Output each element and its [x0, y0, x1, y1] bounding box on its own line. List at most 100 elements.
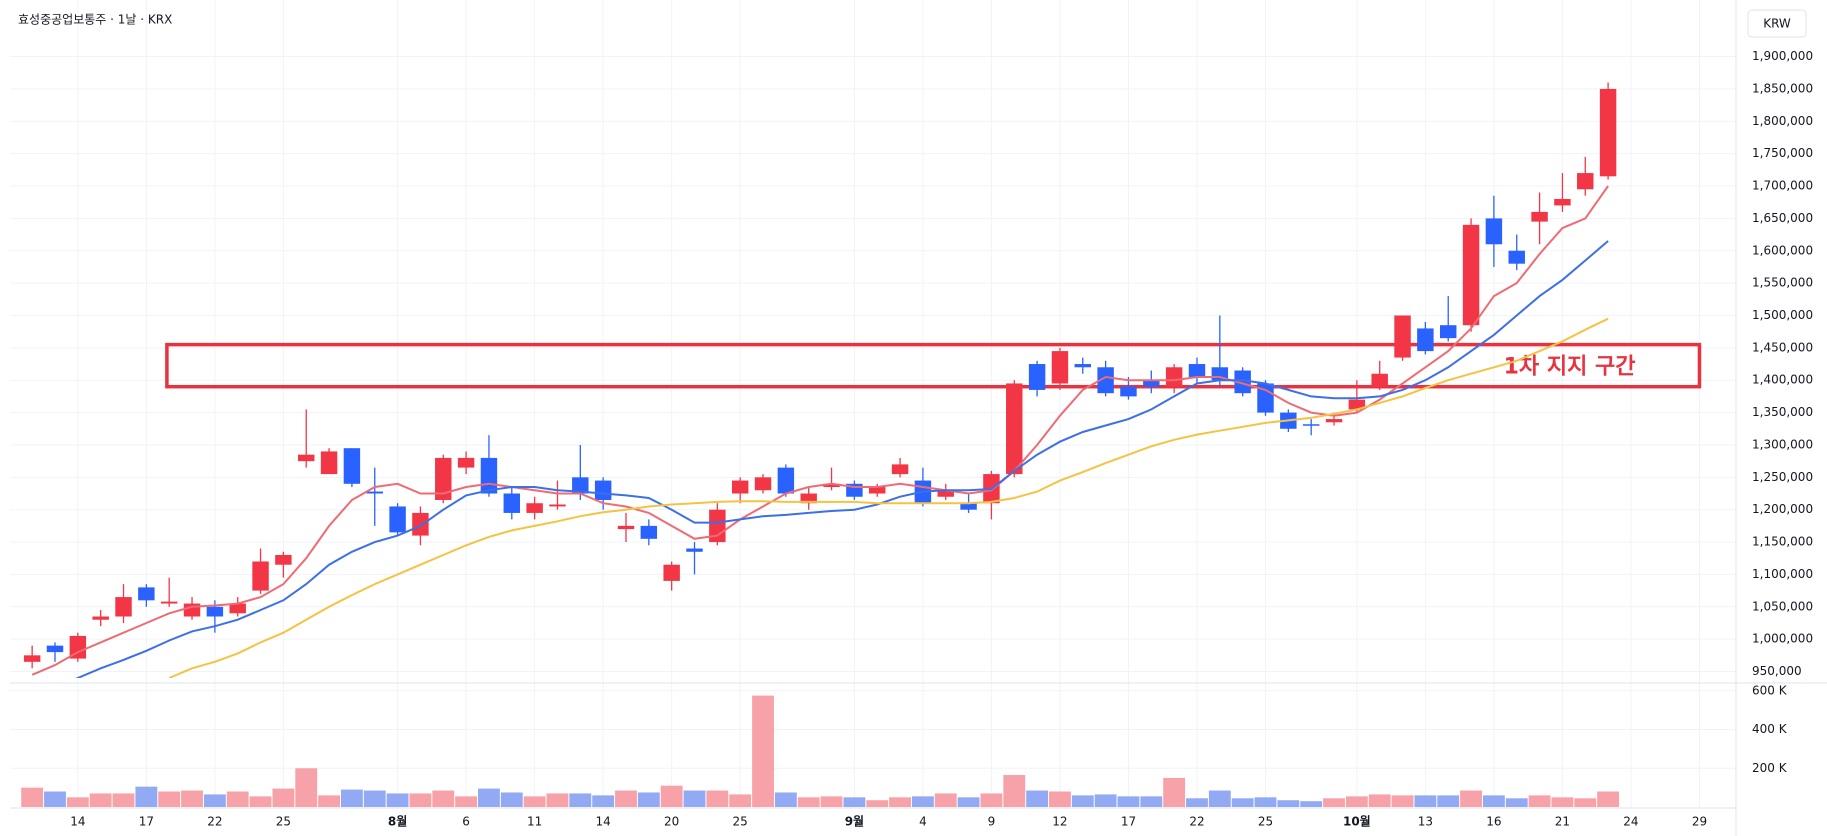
candle-body — [869, 487, 886, 494]
candle-body — [1143, 380, 1160, 387]
x-tick-label: 8월 — [388, 814, 407, 829]
volume-bar — [774, 792, 797, 807]
y-tick-label: 200 K — [1752, 761, 1788, 775]
axes: 950,000 1,000,000 1,050,000 1,100,000 1,150,… — [70, 49, 1813, 828]
y-tick-label: 1,200,000 — [1752, 502, 1813, 516]
y-tick-label: 1,850,000 — [1752, 81, 1813, 95]
candle-body — [366, 491, 383, 494]
candle-body — [435, 457, 452, 500]
volume-bar — [500, 792, 523, 807]
candle-body — [1462, 224, 1480, 326]
x-tick-label: 10월 — [1343, 814, 1371, 829]
candle-body — [1417, 328, 1434, 352]
volume-bar — [546, 793, 569, 807]
volume-bar — [911, 796, 934, 807]
volume-bar — [1528, 795, 1551, 807]
candle-body — [594, 480, 612, 500]
volume-bar — [1505, 798, 1528, 807]
volume-bar — [1482, 795, 1505, 807]
x-tick-label: 20 — [664, 815, 679, 829]
x-tick-label: 14 — [70, 815, 85, 829]
y-tick-label: 1,350,000 — [1752, 405, 1813, 419]
candle-body — [1188, 364, 1206, 377]
candle-body — [731, 480, 749, 494]
price-pane: 1차 지지 구간 — [23, 82, 1702, 678]
volume-bar — [683, 790, 706, 807]
candle-body — [389, 506, 406, 533]
volume-bar — [523, 796, 546, 807]
volume-bar — [706, 790, 729, 807]
volume-bar — [1437, 795, 1460, 807]
candle-body — [800, 493, 817, 504]
candle-body — [937, 490, 954, 497]
volume-bar — [980, 793, 1003, 807]
candle-body — [320, 451, 338, 475]
volume-bar — [752, 695, 774, 807]
x-tick-label: 4 — [919, 815, 927, 829]
candle-body — [457, 457, 475, 468]
y-tick-label: 1,450,000 — [1752, 340, 1813, 354]
moving-average — [168, 317, 1609, 678]
candle-body — [1554, 198, 1571, 206]
volume-bar — [1208, 790, 1231, 807]
candle-body — [1325, 419, 1343, 423]
volume-bar — [1003, 775, 1026, 807]
candle-body — [1051, 351, 1069, 384]
chart-title: 효성중공업보통주 · 1날 · KRX — [18, 13, 172, 27]
candle-body — [1531, 211, 1548, 222]
volume-bar — [1300, 801, 1323, 807]
candle-body — [343, 448, 361, 484]
volume-bar — [1551, 797, 1574, 807]
volume-bar — [1231, 798, 1254, 807]
volume-bar — [44, 791, 66, 807]
volume-bar — [569, 793, 592, 807]
x-tick-label: 29 — [1692, 815, 1707, 829]
volume-bar — [272, 788, 295, 807]
candle-body — [206, 606, 224, 617]
volume-bar — [957, 797, 980, 807]
currency-label[interactable]: KRW — [1763, 17, 1791, 31]
volume-bar — [203, 794, 226, 807]
candle-body — [617, 525, 635, 530]
volume-bar — [1071, 795, 1094, 807]
candle-body — [1165, 367, 1183, 387]
volume-bar — [89, 793, 112, 807]
y-tick-label: 1,600,000 — [1752, 243, 1813, 257]
candle-body — [252, 561, 269, 591]
volume-bar — [637, 792, 660, 807]
currency-button[interactable] — [1747, 9, 1807, 38]
x-tick-label: 9월 — [845, 814, 864, 829]
x-tick-label: 17 — [139, 815, 154, 829]
y-tick-label: 1,150,000 — [1752, 535, 1813, 549]
annotation-label: 1차 지지 구간 — [1504, 355, 1636, 380]
volume-bar — [866, 800, 889, 807]
volume-bar — [820, 796, 843, 807]
x-tick-label: 16 — [1486, 815, 1501, 829]
candle-body — [1302, 424, 1320, 426]
candle-body — [46, 645, 64, 653]
x-tick-label: 6 — [462, 815, 470, 829]
y-tick-label: 1,400,000 — [1752, 373, 1813, 387]
volume-bar — [386, 793, 409, 807]
y-tick-label: 1,250,000 — [1752, 470, 1813, 484]
x-tick-label: 13 — [1418, 815, 1433, 829]
candle-body — [960, 503, 977, 510]
y-tick-label: 1,050,000 — [1752, 599, 1813, 613]
x-tick-label: 9 — [988, 815, 996, 829]
volume-bar — [1140, 796, 1163, 807]
candle-body — [1599, 88, 1617, 177]
y-tick-label: 1,100,000 — [1752, 567, 1813, 581]
volume-bar — [340, 789, 363, 807]
x-tick-label: 14 — [596, 815, 611, 829]
volume-bar — [21, 787, 44, 807]
candle-body — [1485, 218, 1503, 245]
candle-body — [138, 587, 155, 601]
volume-bar — [1414, 795, 1437, 807]
candle-body — [777, 467, 795, 494]
candle-body — [275, 555, 292, 565]
y-tick-label: 1,750,000 — [1752, 146, 1813, 160]
candle-body — [480, 457, 498, 494]
y-tick-label: 1,650,000 — [1752, 211, 1813, 225]
volume-bar — [1323, 798, 1345, 807]
